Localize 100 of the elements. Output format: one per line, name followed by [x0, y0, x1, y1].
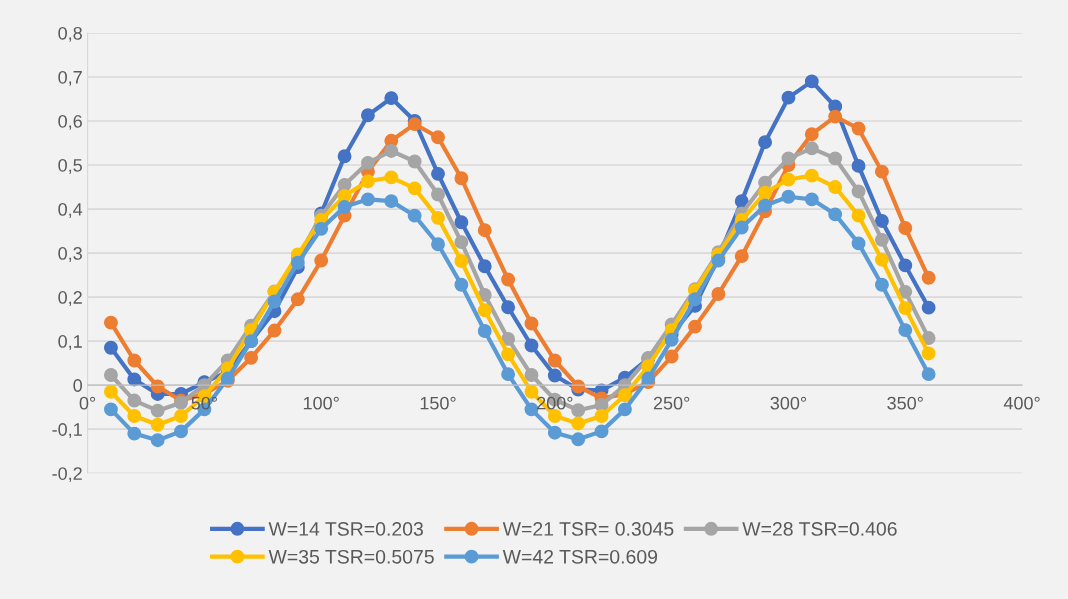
- x-tick-label: 50°: [191, 396, 217, 410]
- point: [454, 277, 469, 292]
- point: [477, 324, 492, 338]
- point: [431, 130, 445, 145]
- point: [407, 181, 422, 196]
- y-tick-label: 0,1: [58, 335, 82, 350]
- point: [501, 367, 516, 382]
- point: [547, 425, 562, 440]
- y-tick-label: 0,6: [58, 114, 82, 130]
- point: [501, 272, 516, 287]
- point: [360, 108, 375, 123]
- point: [501, 331, 516, 346]
- point: [127, 426, 142, 441]
- point: [103, 402, 118, 417]
- point: [477, 303, 492, 318]
- point: [103, 315, 118, 330]
- point: [828, 207, 843, 222]
- point: [781, 90, 796, 105]
- point: [898, 301, 913, 316]
- y-tick-label: -0,1: [52, 423, 82, 439]
- point: [874, 277, 889, 292]
- point: [874, 232, 889, 247]
- point: [454, 235, 469, 250]
- point: [921, 331, 936, 345]
- point: [664, 349, 679, 364]
- x-tick-label: 350°: [887, 396, 923, 410]
- point: [688, 319, 702, 334]
- y-tick-label: 0: [73, 379, 83, 392]
- point: [874, 252, 889, 267]
- point: [150, 403, 165, 418]
- point: [267, 294, 282, 309]
- point: [804, 192, 819, 207]
- point: [524, 384, 539, 399]
- legend-label: W=14 TSR=0.203: [268, 522, 423, 536]
- point: [571, 403, 586, 418]
- point: [758, 198, 773, 213]
- point: [851, 236, 866, 251]
- y-tick-label: 0,8: [58, 26, 82, 42]
- point: [360, 155, 375, 170]
- point: [898, 221, 913, 235]
- point: [594, 424, 609, 439]
- point: [431, 187, 445, 202]
- point: [547, 409, 562, 423]
- point: [851, 184, 866, 199]
- point: [804, 74, 819, 89]
- point: [384, 170, 399, 185]
- point: [150, 417, 165, 432]
- point: [384, 143, 399, 158]
- point: [921, 300, 936, 315]
- point: [828, 109, 843, 124]
- point: [547, 353, 562, 368]
- point: [127, 372, 142, 387]
- point: [360, 192, 375, 207]
- point: [454, 215, 469, 230]
- point: [174, 424, 188, 439]
- point: [898, 323, 913, 338]
- point: [314, 253, 329, 268]
- point: [874, 213, 889, 228]
- point: [431, 166, 445, 181]
- point: [267, 323, 282, 338]
- point: [851, 208, 866, 223]
- point: [641, 371, 656, 386]
- point: [501, 300, 516, 315]
- point: [360, 174, 375, 189]
- point: [454, 171, 469, 186]
- point: [804, 141, 819, 156]
- point: [244, 350, 259, 365]
- point: [524, 316, 539, 331]
- y-tick-label: 0,7: [58, 70, 82, 86]
- y-tick-label: 0,2: [58, 291, 82, 306]
- point: [804, 127, 819, 142]
- point: [337, 149, 352, 164]
- y-tick-label: 0,3: [58, 247, 82, 262]
- y-tick-label: 0,4: [58, 202, 83, 218]
- point: [501, 347, 516, 362]
- point: [571, 416, 586, 431]
- point: [547, 368, 562, 383]
- point: [127, 393, 142, 408]
- point: [290, 292, 305, 307]
- point: [898, 284, 913, 299]
- legend-label: W=28 TSR=0.406: [742, 522, 897, 536]
- x-tick-label: 400°: [1003, 396, 1040, 410]
- point: [127, 353, 142, 368]
- point: [571, 432, 586, 447]
- point: [524, 368, 539, 382]
- point: [851, 121, 866, 136]
- point: [594, 409, 609, 423]
- x-tick-label: 0°: [79, 396, 96, 410]
- point: [781, 151, 796, 166]
- point: [874, 164, 889, 179]
- point: [921, 367, 936, 382]
- point: [384, 194, 399, 209]
- point: [828, 151, 843, 166]
- point: [384, 91, 399, 106]
- point: [454, 254, 469, 268]
- point: [407, 117, 422, 132]
- point: [664, 332, 679, 347]
- point: [477, 223, 492, 238]
- point: [921, 346, 936, 361]
- x-tick-label: 250°: [653, 396, 690, 410]
